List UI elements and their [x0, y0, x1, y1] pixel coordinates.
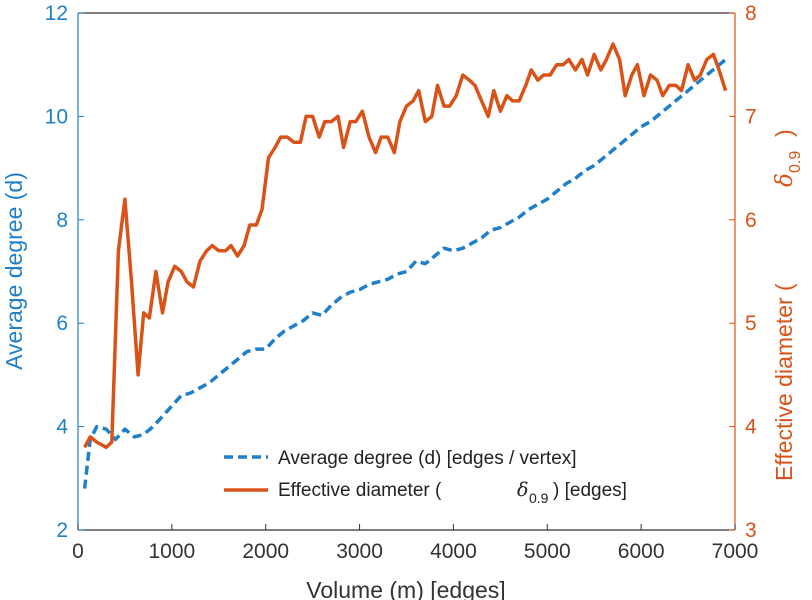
legend-label-effective-diameter-post: ) [edges]: [553, 480, 627, 501]
left-y-tick-label: 10: [45, 105, 68, 128]
right-y-axis-label: Effective diameter ( δ 0.9 ): [771, 129, 804, 481]
legend-label-effective-diameter-pre: Effective diameter (: [278, 480, 442, 501]
legend-label-effective-diameter-subscript: 0.9: [529, 490, 549, 506]
x-tick-label: 2000: [242, 540, 289, 563]
plot-axes: [77, 12, 736, 531]
right-y-tick-label: 4: [745, 416, 757, 439]
left-y-axis-label: Average degree (d): [1, 172, 27, 370]
left-y-tick-label: 2: [56, 519, 68, 542]
legend-label-average-degree: Average degree (d) [edges / vertex]: [278, 448, 577, 469]
series-line-average-degree: [82, 58, 727, 489]
left-y-tick-label: 8: [56, 209, 68, 232]
right-y-tick-label: 6: [745, 209, 757, 232]
right-y-axis-label-symbol: δ: [772, 173, 798, 187]
right-y-axis-label-subscript: 0.9: [787, 151, 804, 173]
x-tick-label: 7000: [712, 540, 759, 563]
series-line-effective-diameter: [83, 42, 728, 450]
right-y-tick-label: 5: [745, 312, 757, 335]
right-y-tick-label: 3: [745, 519, 757, 542]
x-tick-label: 0: [72, 540, 84, 563]
x-tick-label: 5000: [524, 540, 571, 563]
right-y-tick-label: 7: [745, 105, 757, 128]
x-tick-label: 4000: [430, 540, 477, 563]
x-tick-label: 3000: [336, 540, 383, 563]
x-tick-label: 6000: [618, 540, 665, 563]
left-y-tick-label: 4: [56, 416, 68, 439]
right-y-axis-label-main: Effective diameter (: [771, 283, 797, 481]
right-y-axis-label-close: ): [771, 129, 797, 137]
x-tick-label: 1000: [148, 540, 195, 563]
x-axis-label: Volume (m) [edges]: [306, 577, 505, 600]
left-y-tick-label: 6: [56, 312, 68, 335]
legend: Average degree (d) [edges / vertex] Effe…: [224, 448, 627, 506]
legend-label-effective-diameter-symbol: δ: [517, 479, 528, 501]
left-y-tick-label: 12: [45, 2, 68, 25]
right-y-tick-label: 8: [745, 2, 757, 25]
